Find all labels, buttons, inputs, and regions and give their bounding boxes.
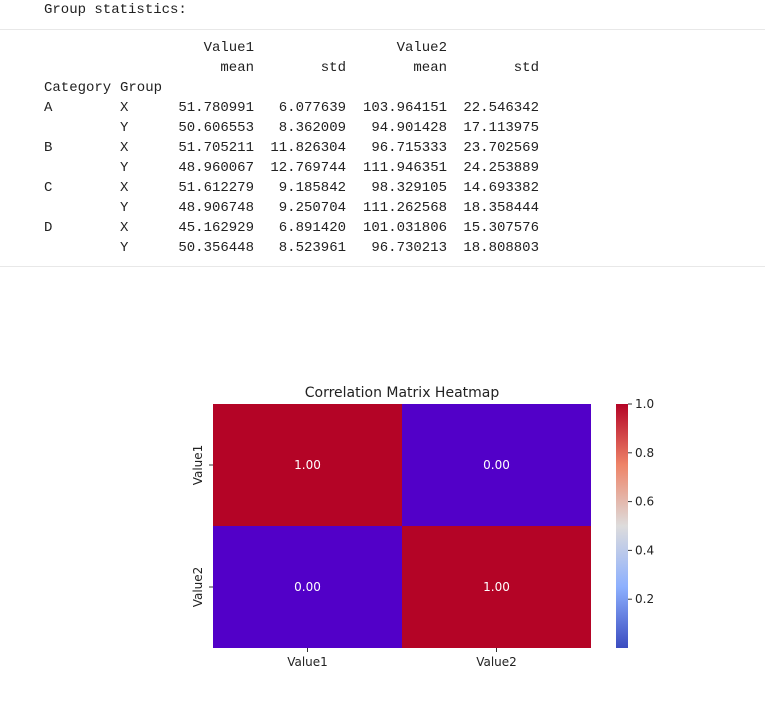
row-v1-std: 6.891420 [278, 220, 346, 236]
index-name-category: Category [44, 80, 112, 96]
row-group: Y [120, 200, 129, 216]
subheader-v2-mean: mean [413, 60, 447, 76]
row-v1-mean: 50.356448 [178, 240, 254, 256]
row-v2-std: 23.702569 [463, 140, 539, 156]
subheader-v1-mean: mean [220, 60, 254, 76]
heatmap-title: Correlation Matrix Heatmap [305, 385, 500, 401]
colorbar [616, 404, 628, 648]
row-v1-mean: 48.906748 [178, 200, 254, 216]
row-category: B [44, 140, 53, 156]
row-v1-mean: 48.960067 [178, 160, 254, 176]
x-tick-label: Value2 [476, 655, 517, 669]
row-v2-std: 17.113975 [463, 120, 539, 136]
correlation-heatmap: Correlation Matrix Heatmap 1.00 0.00 0.00 1… [191, 385, 654, 669]
subheader-v2-std: std [513, 60, 539, 76]
heatmap-annotation: 0.00 [294, 580, 321, 594]
row-v1-std: 8.362009 [278, 120, 346, 136]
row-category: A [44, 100, 53, 116]
colorbar-tick-label: 0.2 [635, 592, 654, 606]
row-group: X [120, 140, 129, 156]
row-v1-mean: 50.606553 [178, 120, 254, 136]
colorbar-tick-label: 0.6 [635, 495, 654, 509]
group-statistics-table: Value1 Value2 mean std mean std Category… [0, 36, 765, 260]
stats-heading: Group statistics: [44, 2, 187, 18]
row-group: Y [120, 120, 129, 136]
row-v1-mean: 45.162929 [178, 220, 254, 236]
row-v2-mean: 98.329105 [371, 180, 447, 196]
row-group: Y [120, 240, 129, 256]
row-v1-std: 9.185842 [278, 180, 346, 196]
row-v2-std: 22.546342 [463, 100, 539, 116]
row-v2-mean: 103.964151 [362, 100, 447, 116]
row-group: X [120, 220, 129, 236]
row-v2-mean: 94.901428 [371, 120, 447, 136]
row-v2-mean: 111.262568 [362, 200, 447, 216]
header-value1: Value1 [203, 40, 254, 56]
index-name-group: Group [120, 80, 163, 96]
output-divider-top [0, 29, 765, 30]
y-tick-label: Value2 [191, 567, 205, 608]
row-v1-mean: 51.780991 [178, 100, 254, 116]
heatmap-cell [402, 526, 591, 648]
colorbar-tick-label: 0.4 [635, 543, 654, 557]
row-v2-std: 18.358444 [463, 200, 539, 216]
colorbar-tick-label: 1.0 [635, 397, 654, 411]
heatmap-annotation: 0.00 [483, 458, 510, 472]
row-v2-std: 14.693382 [463, 180, 539, 196]
row-v1-mean: 51.705211 [178, 140, 254, 156]
row-v2-std: 15.307576 [463, 220, 539, 236]
heatmap-cell [213, 404, 402, 526]
row-group: Y [120, 160, 129, 176]
row-v2-std: 18.808803 [463, 240, 539, 256]
heatmap-annotation: 1.00 [483, 580, 510, 594]
row-v2-mean: 101.031806 [362, 220, 447, 236]
heatmap-annotation: 1.00 [294, 458, 321, 472]
row-group: X [120, 100, 129, 116]
row-category: C [44, 180, 53, 196]
heatmap-cell [402, 404, 591, 526]
colorbar-tick-label: 0.8 [635, 446, 654, 460]
row-v2-mean: 96.730213 [371, 240, 447, 256]
row-v2-mean: 111.946351 [362, 160, 447, 176]
row-v1-std: 12.769744 [270, 160, 346, 176]
row-v1-mean: 51.612279 [178, 180, 254, 196]
header-value2: Value2 [396, 40, 447, 56]
output-divider-bottom [0, 266, 765, 267]
y-tick-label: Value1 [191, 445, 205, 486]
row-group: X [120, 180, 129, 196]
subheader-v1-std: std [320, 60, 346, 76]
row-v1-std: 8.523961 [278, 240, 346, 256]
row-v2-mean: 96.715333 [371, 140, 447, 156]
row-v1-std: 9.250704 [278, 200, 346, 216]
row-v2-std: 24.253889 [463, 160, 539, 176]
row-v1-std: 11.826304 [270, 140, 346, 156]
x-tick-label: Value1 [287, 655, 328, 669]
heatmap-cell [213, 526, 402, 648]
row-category: D [44, 220, 53, 236]
row-v1-std: 6.077639 [278, 100, 346, 116]
